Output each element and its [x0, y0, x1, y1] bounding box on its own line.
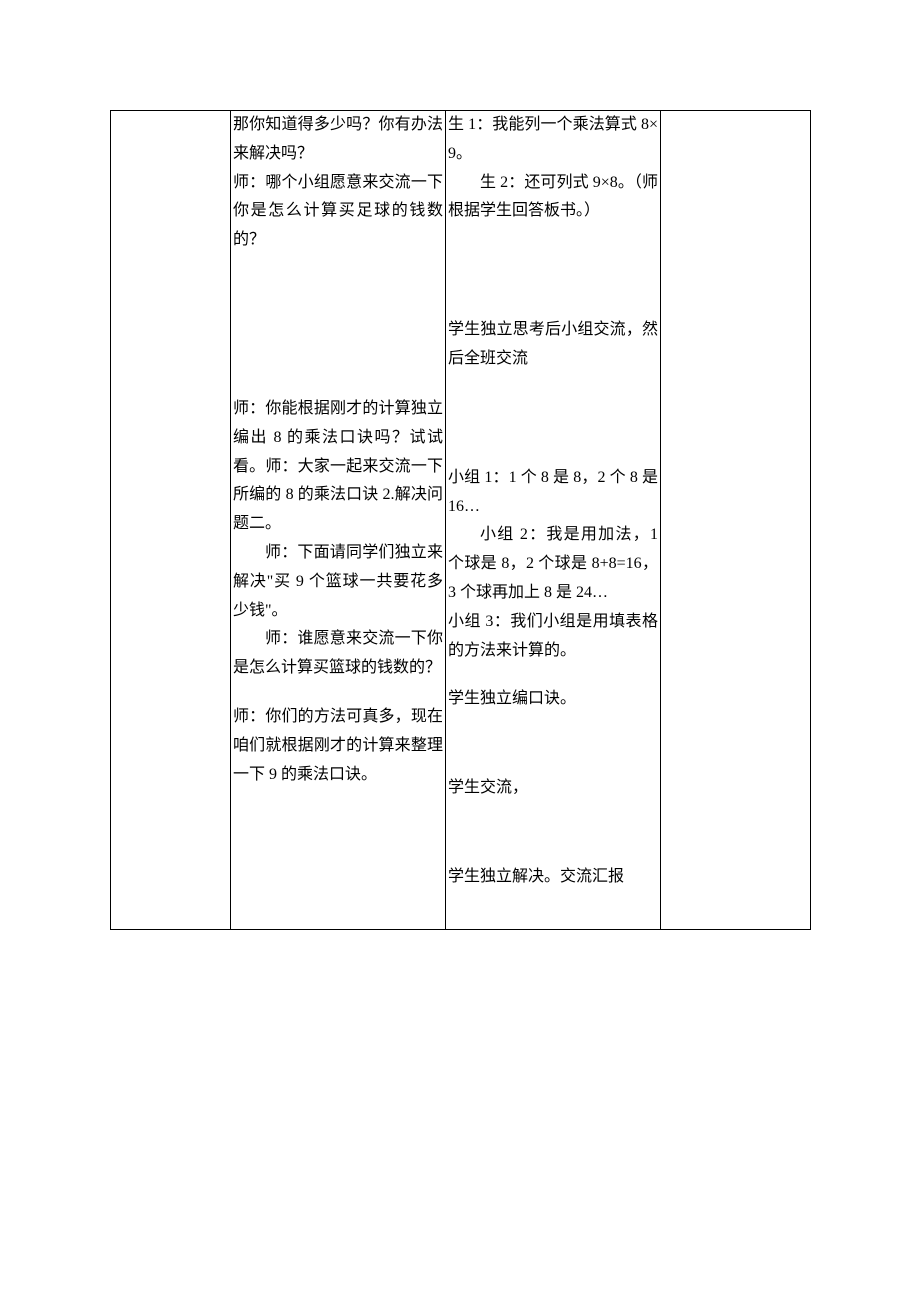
teacher-text: 师：你能根据刚才的计算独立编出 8 的乘法口诀吗？试试看。师：大家一起来交流一下… [233, 395, 443, 539]
cell-stage [111, 111, 231, 930]
table-row: 那你知道得多少吗？你有办法来解决吗？ 师：哪个小组愿意来交流一下你是怎么计算买足… [111, 111, 811, 930]
teacher-text: 师：谁愿意来交流一下你是怎么计算买篮球的钱数的？ [233, 625, 443, 683]
document-page: 那你知道得多少吗？你有办法来解决吗？ 师：哪个小组愿意来交流一下你是怎么计算买足… [0, 0, 920, 1302]
cell-student: 生 1：我能列一个乘法算式 8×9。 生 2：还可列式 9×8。（师根据学生回答… [446, 111, 661, 930]
student-text: 学生交流， [448, 774, 658, 803]
teacher-text: 师：哪个小组愿意来交流一下你是怎么计算买足球的钱数的？ [233, 169, 443, 255]
lesson-plan-table: 那你知道得多少吗？你有办法来解决吗？ 师：哪个小组愿意来交流一下你是怎么计算买足… [110, 110, 811, 930]
student-text: 生 1：我能列一个乘法算式 8×9。 [448, 111, 658, 169]
student-text: 学生独立思考后小组交流，然后全班交流 [448, 316, 658, 374]
teacher-text: 那你知道得多少吗？你有办法来解决吗？ [233, 111, 443, 169]
student-text: 小组 3：我们小组是用填表格的方法来计算的。 [448, 608, 658, 666]
cell-notes [661, 111, 811, 930]
student-text: 学生独立编口诀。 [448, 685, 658, 714]
student-text: 小组 2：我是用加法，1 个球是 8，2 个球是 8+8=16，3 个球再加上 … [448, 521, 658, 607]
cell-teacher: 那你知道得多少吗？你有办法来解决吗？ 师：哪个小组愿意来交流一下你是怎么计算买足… [231, 111, 446, 930]
teacher-text: 师：你们的方法可真多，现在咱们就根据刚才的计算来整理一下 9 的乘法口诀。 [233, 703, 443, 789]
student-text: 学生独立解决。交流汇报 [448, 863, 658, 892]
student-text: 生 2：还可列式 9×8。（师根据学生回答板书。） [448, 169, 658, 227]
teacher-text: 师：下面请同学们独立来解决"买 9 个篮球一共要花多少钱"。 [233, 539, 443, 625]
student-text: 小组 1：1 个 8 是 8，2 个 8 是 16… [448, 464, 658, 522]
